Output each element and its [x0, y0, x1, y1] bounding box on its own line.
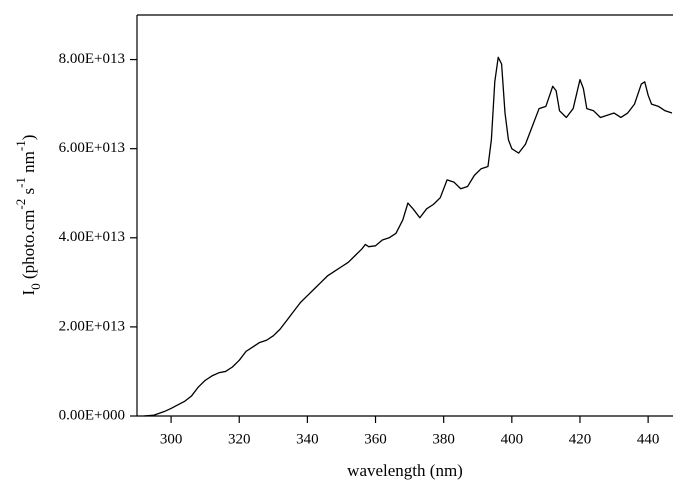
x-tick-label: 300 [160, 431, 183, 447]
y-label-part: ) [19, 135, 38, 141]
x-tick-label: 380 [432, 431, 455, 447]
x-tick-label: 360 [364, 431, 387, 447]
y-label-part: 0 [28, 283, 43, 290]
y-label-part: -2 [13, 199, 28, 210]
y-tick-label: 6.00E+013 [59, 140, 125, 156]
x-tick-label: 320 [228, 431, 251, 447]
data-line [143, 56, 673, 417]
x-tick-label: 440 [637, 431, 660, 447]
x-tick-label: 340 [296, 431, 319, 447]
y-tick-label: 8.00E+013 [59, 51, 125, 67]
y-label-part: -1 [13, 140, 28, 151]
y-tick-label: 2.00E+013 [59, 318, 125, 334]
y-label-part: I [19, 289, 38, 295]
y-label-part: (photo.cm [19, 210, 38, 284]
y-label-part: nm [19, 151, 38, 177]
x-tick-label: 400 [501, 431, 524, 447]
y-tick-label: 4.00E+013 [59, 229, 125, 245]
x-axis-label: wavelength (nm) [347, 461, 463, 480]
y-label-part: s [19, 188, 38, 199]
y-axis-label: I0 (photo.cm-2 s-1 nm-1) [13, 135, 43, 296]
x-tick-label: 420 [569, 431, 592, 447]
y-label-part: -1 [13, 177, 28, 188]
y-tick-label: 0.00E+000 [59, 407, 125, 423]
